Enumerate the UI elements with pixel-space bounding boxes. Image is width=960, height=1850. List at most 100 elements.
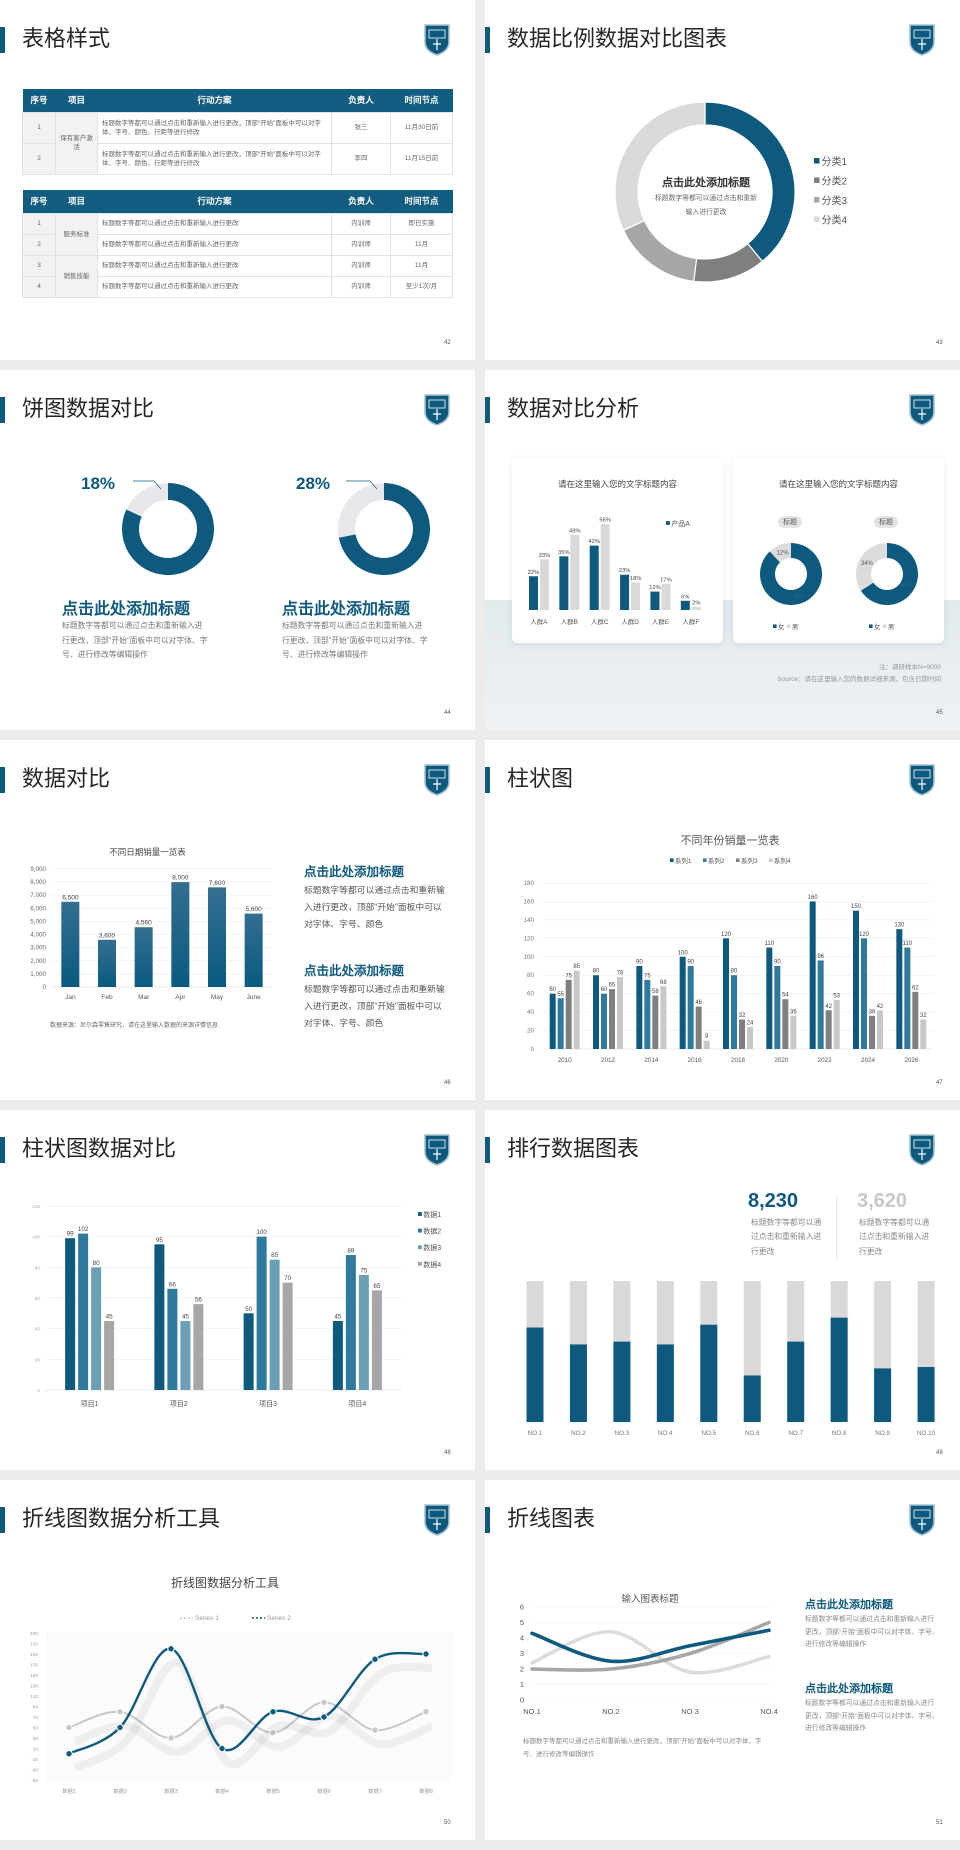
series-line [530,1629,771,1675]
x-category-label: NO.4 [658,1430,673,1437]
page-number: 47 [936,1080,943,1086]
legend-swatch [418,1212,422,1216]
bar [700,1324,718,1422]
data-label: 56% [599,518,611,524]
row-group: 销售技能 [55,254,98,298]
table-row: 3 销售技能 标题数字等都可以通过点击和重新输入进行更改 内训师 11月 [22,254,453,298]
y-tick-label: 0 [37,1388,40,1394]
bar [679,956,686,1049]
data-point [422,1650,430,1658]
legend-swatch [418,1261,422,1266]
x-category-label: 2016 [688,1057,703,1064]
donut-segment [693,242,764,283]
bar [557,998,564,1049]
donut-segment [760,543,822,605]
y-tick-label: 80 [35,1265,41,1271]
slide-title: 饼图数据对比 [22,396,155,421]
data-label: 90 [687,960,694,966]
row-owner: 内训师 [331,212,391,235]
data-label: 55 [557,992,564,998]
row-owner: 内训师 [331,233,391,256]
bar [656,1344,674,1422]
donut-data-label: 88% [793,593,806,599]
data-label: 58 [652,989,659,995]
x-category-label: Apr [175,994,186,1001]
data-label: 65 [373,1283,381,1290]
bar [636,966,643,1049]
shield-logo-icon [424,1134,450,1166]
legend-label: Series 2 [267,1615,291,1622]
data-label: 90 [774,960,781,966]
section-heading: 点击此处添加标题 [304,865,405,879]
data-label: 8,000 [172,875,189,882]
data-point [65,1750,73,1758]
table-header-row: 序号 项目 行动方案 负责人 时间节点 [22,190,453,213]
legend-swatch [814,197,820,203]
legend-label: 分类1 [822,155,848,168]
section-heading: 点击此处添加标题 [282,601,411,618]
x-category-label: 数据2 [113,1787,127,1795]
row-number: 2 [22,233,56,256]
bar [739,1019,745,1049]
bar [269,1259,280,1390]
x-category-label: 数据8 [419,1787,433,1795]
x-category-label: 人群C [591,617,609,626]
data-label: 42 [877,1004,884,1010]
data-label: 65 [609,983,616,989]
bar [920,1019,927,1049]
donut-segment [704,101,796,263]
bar [358,1275,369,1390]
data-point [371,1726,379,1734]
bar [243,1313,254,1390]
bar [687,966,694,1049]
x-category-label: Jan [65,994,76,1001]
bar [570,534,580,610]
data-label: 45 [106,1314,114,1321]
data-label: 110 [765,941,775,947]
data-label: 22% [528,570,540,576]
data-label: 160 [808,895,819,901]
x-category-label: 2018 [731,1057,746,1064]
y-tick-label: 80 [527,972,535,979]
slide-title: 柱状图数据对比 [22,1136,177,1161]
legend-label: 分类3 [822,194,848,207]
bar [98,939,116,987]
legend-label: 系列4 [774,856,791,865]
bar [766,947,773,1049]
x-category-label: 人群A [530,617,548,626]
data-label: 66 [169,1281,177,1288]
bar [549,993,556,1049]
y-tick-label: 60 [527,991,535,998]
title-accent-bar [0,767,5,793]
title-accent-bar [0,27,5,53]
shield-logo-icon [909,1134,935,1166]
shield-logo-icon [909,764,935,796]
y-tick-label: 110 [30,1694,38,1700]
donut-tag: 标题 [778,516,802,528]
row-time: 11月15日前 [390,142,453,175]
x-category-label: 项目3 [259,1400,277,1408]
row-number: 1 [22,212,56,235]
x-category-label: NO.3 [681,1707,699,1716]
bar [853,910,859,1049]
data-label: 102 [78,1226,89,1233]
data-label: 2% [692,600,700,606]
y-tick-label: 230 [30,1631,38,1637]
y-tick-label: 6 [520,1603,524,1612]
y-tick-label: -10 [31,1757,38,1763]
bar [747,1026,753,1049]
bar [703,1040,710,1049]
bar [790,1015,797,1049]
page-number: 46 [444,1080,451,1086]
data-label: 85 [573,964,580,970]
title-accent-bar [0,1137,5,1163]
header-cell: 项目 [55,89,98,112]
bar [134,927,153,987]
donut-percent-label: 28% [296,474,331,493]
x-category-label: 人群D [621,617,639,626]
data-point [116,1723,124,1732]
y-tick-label: 50 [33,1725,39,1731]
data-label: 53 [833,994,840,1000]
title-accent-bar [485,767,490,793]
y-tick-label: 210 [30,1641,38,1647]
